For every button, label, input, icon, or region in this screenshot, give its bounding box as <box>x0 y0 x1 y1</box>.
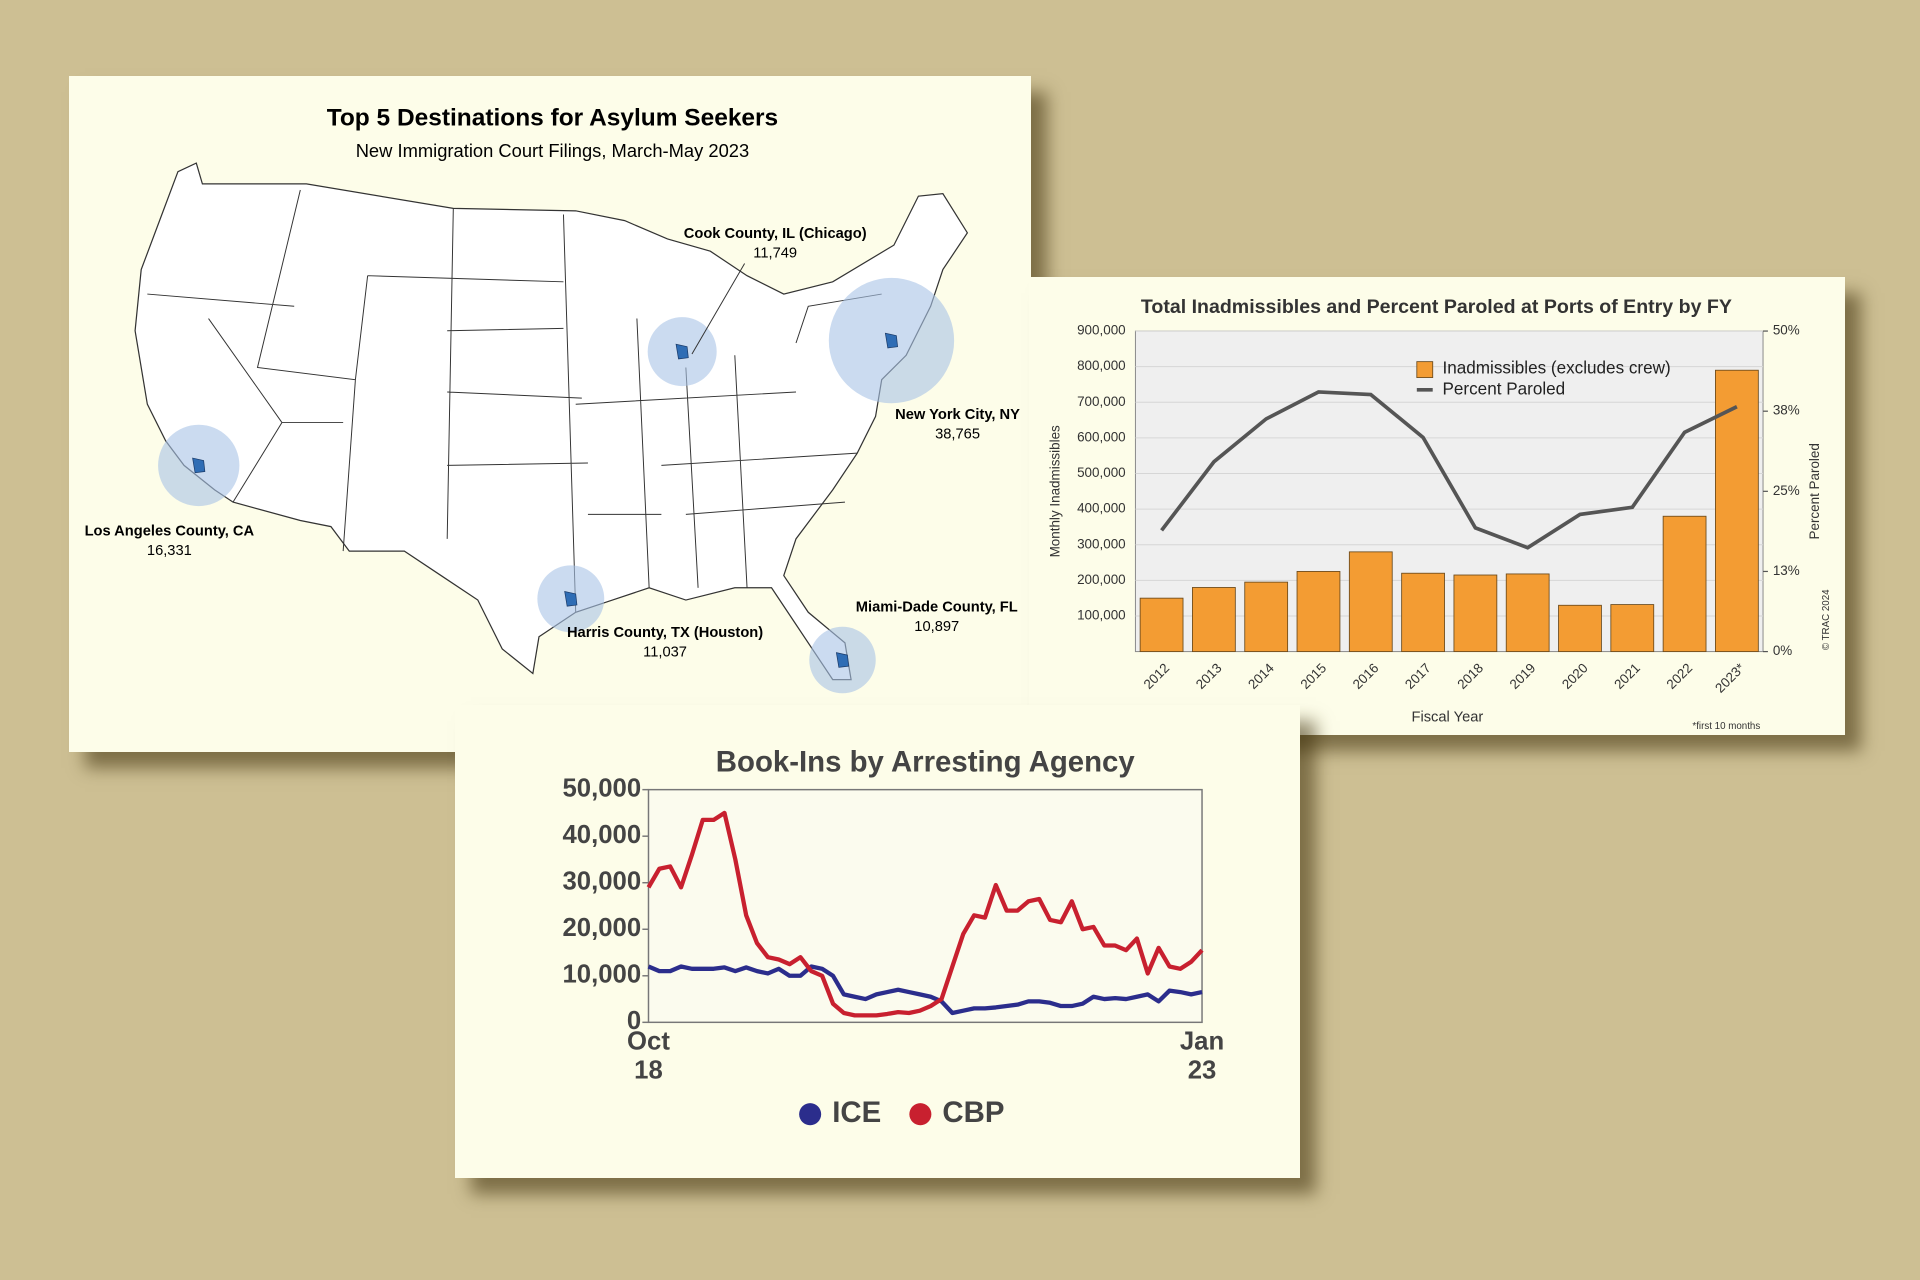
series-line <box>646 810 1204 1018</box>
x-tick-label: 2020 <box>1559 660 1591 692</box>
line-panel: Book-Ins by Arresting Agency 0 10,000 20,0… <box>455 705 1300 1178</box>
credit: © TRAC 2024 <box>1821 589 1832 650</box>
location-name: Miami-Dade County, FL <box>856 599 1018 615</box>
y-tick-label: 900,000 <box>1077 323 1126 338</box>
location-value: 11,749 <box>753 246 797 262</box>
x-tick-label-box: Oct 18 <box>627 1027 670 1085</box>
x-tick-label: 2017 <box>1402 660 1434 692</box>
county-shape <box>675 343 689 360</box>
bar <box>1715 369 1759 653</box>
map-chart: Cook County, IL (Chicago) 11,749 New York … <box>85 105 1020 694</box>
leader-line <box>691 263 746 355</box>
bar <box>1505 573 1550 653</box>
bar <box>1558 604 1602 653</box>
chart-title: Total Inadmissibles and Percent Paroled … <box>1141 296 1732 318</box>
x-tick-label: 2014 <box>1245 660 1277 692</box>
x-tick-label: 2019 <box>1507 660 1539 692</box>
bar <box>1139 597 1184 653</box>
y-tick-label: 50,000 <box>563 774 642 802</box>
legend-label: CBP <box>942 1096 1004 1129</box>
line-chart: Book-Ins by Arresting Agency 0 10,000 20,0… <box>563 746 1225 1129</box>
x-tick-label: Oct 18 <box>627 1027 670 1085</box>
legend-label: ICE <box>832 1096 881 1129</box>
x-tick-label: Jan 23 <box>1179 1027 1225 1085</box>
x-tick-label: 2022 <box>1664 660 1696 692</box>
y2-tick-label: 38% <box>1773 403 1800 418</box>
bar <box>1192 587 1236 653</box>
y-tick-label: 20,000 <box>563 914 642 942</box>
chart-title: Book-Ins by Arresting Agency <box>716 746 1136 779</box>
x-tick-label: 2012 <box>1141 660 1173 692</box>
y-tick-label: 400,000 <box>1077 501 1126 516</box>
bar <box>1348 551 1393 653</box>
location-name: New York City, NY <box>895 407 1020 423</box>
y-axis-label: Monthly Inadmissibles <box>1047 425 1062 557</box>
percent-line <box>1160 390 1738 550</box>
location-value: 16,331 <box>147 543 192 559</box>
chart-subtitle: New Immigration Court Filings, March-May… <box>356 140 750 161</box>
chart-title: Top 5 Destinations for Asylum Seekers <box>327 105 778 132</box>
legend-label: Percent Paroled <box>1443 379 1566 398</box>
y-tick-label: 100,000 <box>1077 608 1126 623</box>
bar-chart: Total Inadmissibles and Percent Paroled … <box>1047 296 1832 732</box>
y-tick-label: 600,000 <box>1077 429 1126 444</box>
bar <box>1662 515 1707 653</box>
county-shape <box>835 652 850 668</box>
series-line <box>647 964 1203 1016</box>
y2-axis-label: Percent Paroled <box>1807 443 1822 539</box>
x-tick-label: 2021 <box>1611 660 1643 692</box>
bar <box>1453 574 1498 653</box>
bar <box>1401 572 1445 653</box>
x-tick-label: 2023* <box>1712 660 1748 696</box>
y-tick-label: 500,000 <box>1077 465 1126 480</box>
x-tick-label: 2018 <box>1454 660 1486 692</box>
x-tick-label: 2013 <box>1193 660 1225 692</box>
county-shape <box>884 332 898 349</box>
county-shape <box>564 590 578 607</box>
location-value: 38,765 <box>935 427 980 443</box>
location-value: 10,897 <box>914 619 959 635</box>
legend-label: Inadmissibles (excludes crew) <box>1443 358 1671 377</box>
map-panel: Cook County, IL (Chicago) 11,749 New York … <box>69 76 1031 752</box>
x-tick-label-box: Jan 23 <box>1179 1027 1225 1085</box>
legend-swatch <box>1416 361 1434 378</box>
x-axis-label: Fiscal Year <box>1412 710 1484 726</box>
location-value: 11,037 <box>643 645 687 661</box>
legend-marker <box>799 1103 822 1126</box>
bar <box>1244 581 1289 653</box>
bar <box>1296 571 1341 653</box>
x-tick-label: 2016 <box>1350 660 1382 692</box>
legend-marker <box>909 1103 932 1126</box>
plot-area <box>1134 330 1764 653</box>
bar-panel: Total Inadmissibles and Percent Paroled … <box>1029 277 1845 735</box>
plot-area <box>647 788 1203 1024</box>
location-name: Los Angeles County, CA <box>85 523 255 539</box>
bar <box>1610 604 1655 653</box>
x-tick-label: 2015 <box>1297 660 1329 692</box>
y-tick-label: 40,000 <box>563 821 642 849</box>
y-tick-label: 10,000 <box>563 961 642 989</box>
location-name: Cook County, IL (Chicago) <box>684 226 867 242</box>
y2-tick-label: 25% <box>1773 483 1800 498</box>
y-tick-label: 200,000 <box>1077 572 1126 587</box>
y-tick-label: 0 <box>627 1007 641 1035</box>
y-tick-label: 800,000 <box>1077 358 1126 373</box>
location-name: Harris County, TX (Houston) <box>567 625 763 641</box>
y2-tick-label: 50% <box>1773 323 1800 338</box>
y-tick-label: 30,000 <box>563 868 642 896</box>
county-shape <box>192 457 206 474</box>
y2-tick-label: 0% <box>1773 643 1792 658</box>
footnote: *first 10 months <box>1692 721 1760 732</box>
state-border <box>147 189 882 613</box>
y-tick-label: 700,000 <box>1077 394 1126 409</box>
map-layer: Cook County, IL (Chicago) 11,749 New York … <box>85 162 1020 694</box>
y2-tick-label: 13% <box>1773 563 1800 578</box>
y-tick-label: 300,000 <box>1077 536 1126 551</box>
